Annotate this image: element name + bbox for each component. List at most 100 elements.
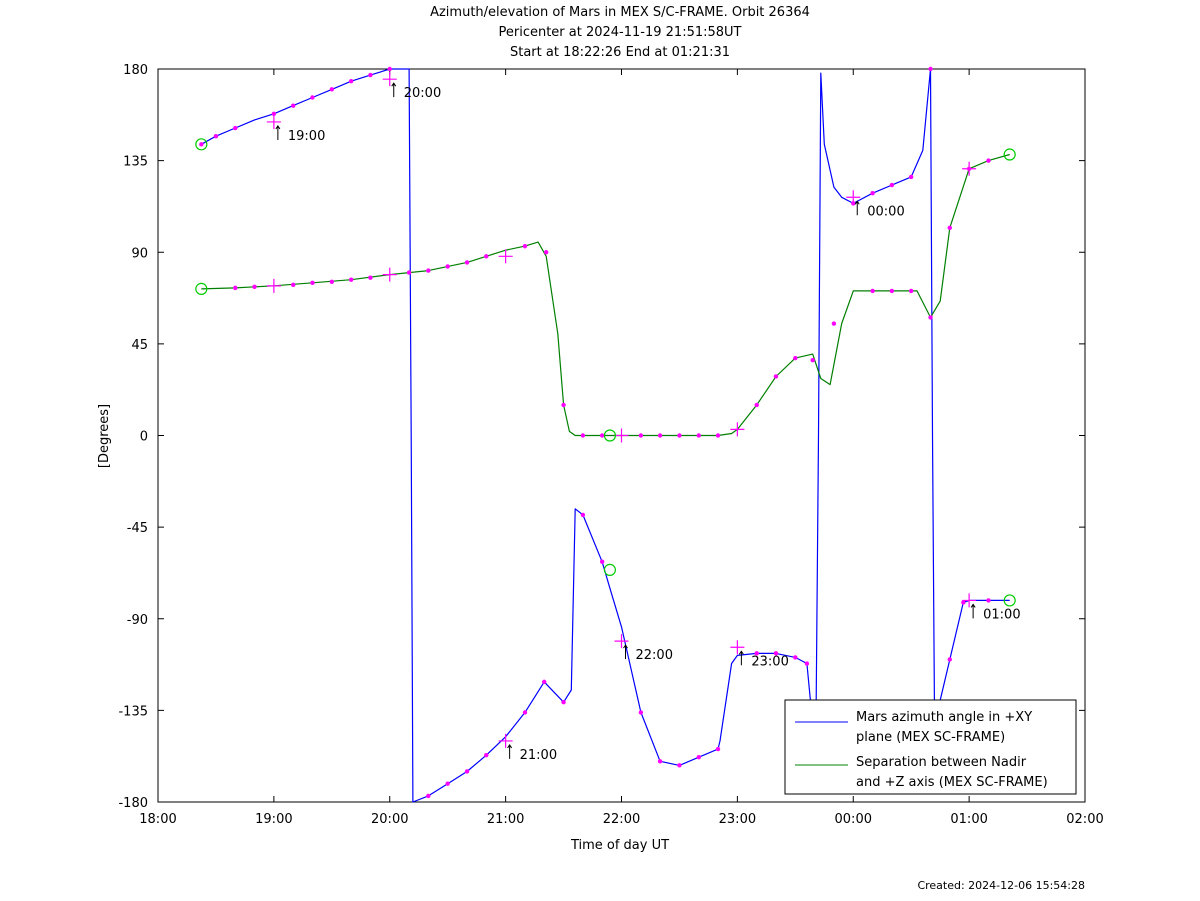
time-annotation-arrow	[738, 650, 744, 666]
x-axis: 18:00 19:00 20:00 21:00 22:00 23:00 00:00 01:00…	[139, 69, 1104, 827]
sample-dot	[870, 191, 875, 196]
y-tick-label: -135	[118, 704, 148, 719]
sample-dot	[677, 433, 682, 438]
legend-label-separation-line1: Separation between Nadir	[856, 755, 1027, 770]
sample-dot	[908, 174, 914, 180]
sample-dot	[810, 357, 815, 363]
hour-cross-marker	[730, 422, 745, 437]
sample-dot	[696, 755, 701, 760]
sample-dot	[947, 225, 952, 231]
sample-dot	[445, 264, 450, 269]
time-annotation-arrow	[275, 125, 281, 140]
event-circle-marker	[1003, 594, 1016, 607]
hour-cross-marker	[266, 278, 281, 293]
event-circle-marker	[195, 282, 208, 295]
sample-dot	[329, 87, 335, 92]
sample-dot	[233, 285, 238, 291]
sample-dot	[773, 374, 779, 379]
hour-cross-marker	[266, 114, 281, 129]
time-annotation-label: 22:00	[636, 648, 673, 663]
sample-dot	[804, 661, 810, 666]
time-annotation-label: 20:00	[404, 86, 441, 101]
hour-cross-marker	[730, 640, 745, 655]
sample-dot	[638, 433, 644, 438]
x-tick-label: 22:00	[603, 812, 640, 827]
sample-dot	[986, 598, 991, 603]
x-axis-label: Time of day UT	[570, 838, 669, 853]
plot-area: 18:00 19:00 20:00 21:00 22:00 23:00 00:00 01:00…	[118, 63, 1103, 827]
event-circle-marker	[195, 138, 208, 151]
sample-dot	[580, 512, 586, 518]
sample-dot	[638, 710, 644, 715]
y-tick-label: 90	[131, 246, 148, 261]
x-tick-label: 19:00	[255, 812, 292, 827]
sample-dot	[406, 270, 412, 275]
sample-dot	[793, 655, 798, 660]
y-axis-label: [Degrees]	[97, 404, 112, 468]
sample-dot	[445, 781, 450, 786]
time-annotation-label: 21:00	[520, 748, 557, 763]
sample-dot	[233, 125, 238, 131]
legend-label-separation-line2: and +Z axis (MEX SC-FRAME)	[856, 775, 1048, 790]
sample-dot	[599, 559, 605, 564]
sample-dot	[870, 288, 875, 294]
sample-dot	[426, 793, 431, 799]
chart-title: Azimuth/elevation of Mars in MEX S/C-FRA…	[430, 5, 810, 20]
y-tick-label: -45	[127, 521, 148, 536]
x-tick-label: 00:00	[835, 812, 872, 827]
x-tick-label: 21:00	[487, 812, 524, 827]
time-annotation-label: 23:00	[751, 654, 788, 669]
y-tick-label: 135	[123, 155, 148, 170]
sample-dot	[252, 284, 257, 290]
series-line-separation	[201, 153, 1010, 437]
hour-cross-marker	[962, 593, 977, 608]
sample-dot	[696, 433, 701, 438]
hour-cross-marker	[498, 733, 513, 748]
sample-dot	[793, 355, 798, 361]
sample-dot	[754, 402, 759, 408]
time-annotations: 19:00 20:00 21:00 22:00 23:00 00:00 01:00	[275, 82, 1021, 763]
hour-cross-marker	[382, 267, 397, 282]
legend-label-azimuth-line1: Mars azimuth angle in +XY	[856, 710, 1032, 725]
sample-dot	[368, 275, 373, 280]
y-tick-label: 0	[140, 430, 148, 445]
time-annotation-arrow	[970, 603, 976, 619]
sample-dot	[310, 95, 315, 100]
sample-dot	[928, 315, 933, 320]
legend: Mars azimuth angle in +XY plane (MEX SC-…	[784, 699, 1077, 795]
sample-dot	[715, 433, 721, 438]
sample-dot	[199, 142, 204, 147]
hour-cross-marker	[382, 72, 397, 87]
y-tick-label: -90	[127, 613, 148, 628]
hour-cross-marker	[614, 634, 629, 649]
chart-subtitle-pericenter: Pericenter at 2024-11-19 21:51:58UT	[498, 25, 741, 40]
sample-dot	[657, 433, 663, 438]
hour-cross-marker	[846, 190, 861, 205]
sample-dot	[773, 651, 779, 656]
sample-dot	[677, 763, 682, 768]
series-lines	[201, 68, 1010, 803]
legend-label-azimuth-line2: plane (MEX SC-FRAME)	[856, 730, 1005, 745]
x-tick-label: 23:00	[719, 812, 756, 827]
sample-dot	[522, 243, 528, 249]
sample-dot	[464, 769, 470, 774]
sample-dot	[310, 280, 315, 285]
sample-dot	[484, 752, 489, 758]
sample-dot	[889, 288, 895, 294]
y-tick-label: 180	[123, 63, 148, 78]
sample-dot	[542, 679, 547, 685]
y-tick-label: -180	[118, 796, 148, 811]
created-timestamp: Created: 2024-12-06 15:54:28	[917, 879, 1085, 892]
event-circle-marker	[603, 563, 617, 576]
sample-dot	[715, 746, 721, 752]
sample-dot	[889, 182, 895, 188]
sample-dot	[754, 651, 759, 656]
sample-dot	[426, 268, 431, 273]
sample-dot	[387, 66, 392, 72]
sample-dot	[599, 433, 605, 438]
sample-dot	[329, 279, 335, 284]
time-annotation-label: 19:00	[288, 129, 325, 144]
sample-dot	[348, 277, 354, 282]
event-circle-marker	[1003, 148, 1016, 161]
